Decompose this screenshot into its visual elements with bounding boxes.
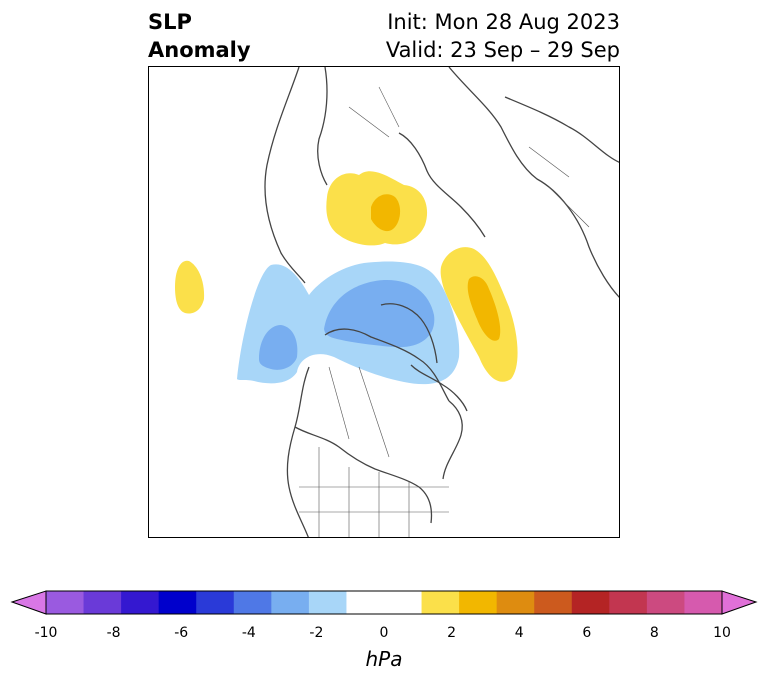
colorbar-extend-high <box>721 590 758 615</box>
colorbar-segment <box>83 591 122 614</box>
colorbar-segment <box>271 591 310 614</box>
colorbar-segment <box>233 591 272 614</box>
negative-anomaly-contours <box>237 261 460 385</box>
colorbar-extend-low <box>10 590 47 615</box>
colorbar-segment <box>308 591 347 614</box>
colorbar-segment <box>571 591 610 614</box>
valid-period: Init: Mon 28 Aug 2023 Valid: 23 Sep – 29… <box>386 8 620 64</box>
colorbar-tick-label: 4 <box>514 625 524 641</box>
anomaly-fill-pos-greenland-core <box>467 276 501 341</box>
coastlines <box>264 67 619 537</box>
title-line-1: SLP <box>148 10 192 34</box>
colorbar-tick-label: -2 <box>309 625 324 641</box>
init-date: Init: Mon 28 Aug 2023 <box>387 10 620 34</box>
colorbar-segment <box>346 591 385 614</box>
map-panel <box>148 66 620 538</box>
colorbar-segment <box>121 591 160 614</box>
colorbar-tick-label: 8 <box>649 625 659 641</box>
positive-anomaly-contours <box>175 171 518 382</box>
anomaly-fill-neg3 <box>324 279 435 348</box>
colorbar-segment <box>684 591 723 614</box>
colorbar-tick-label: 2 <box>447 625 457 641</box>
valid-range: Valid: 23 Sep – 29 Sep <box>385 38 620 62</box>
colorbar-tick-label: -4 <box>241 625 256 641</box>
political-boundaries <box>299 86 590 537</box>
anomaly-fill-pos-europe-core <box>371 194 401 232</box>
map-title: SLP Anomaly <box>148 8 251 64</box>
colorbar-tick-label: 6 <box>582 625 592 641</box>
colorbar-tick-label: -10 <box>34 625 58 641</box>
colorbar-units: hPa <box>365 647 403 671</box>
colorbar-segment <box>496 591 535 614</box>
colorbar-segment <box>534 591 573 614</box>
colorbar-segment <box>384 591 423 614</box>
colorbar-segment <box>158 591 197 614</box>
colorbar-outline <box>45 590 723 615</box>
anomaly-map <box>175 67 619 537</box>
title-line-2: Anomaly <box>148 38 251 62</box>
anomaly-fill-neg3b <box>259 325 298 370</box>
colorbar-segment <box>646 591 685 614</box>
colorbar-tick-label: 0 <box>379 625 389 641</box>
colorbar-segment <box>421 591 460 614</box>
anomaly-fill-pos-pacific <box>175 260 205 314</box>
colorbar-segment <box>46 591 85 614</box>
colorbar-tick-label: -6 <box>174 625 189 641</box>
colorbar-tick-label: -8 <box>106 625 121 641</box>
colorbar-segment <box>609 591 648 614</box>
colorbar-tick-label: 10 <box>713 625 731 641</box>
colorbar <box>10 590 758 615</box>
colorbar-segment <box>459 591 498 614</box>
colorbar-segment <box>196 591 235 614</box>
